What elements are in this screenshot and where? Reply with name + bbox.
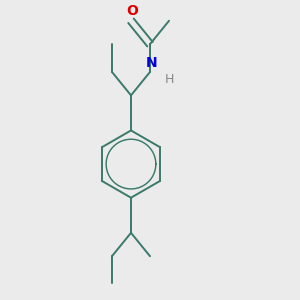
Text: O: O: [127, 4, 138, 18]
Text: H: H: [164, 73, 174, 86]
Text: N: N: [146, 56, 157, 70]
